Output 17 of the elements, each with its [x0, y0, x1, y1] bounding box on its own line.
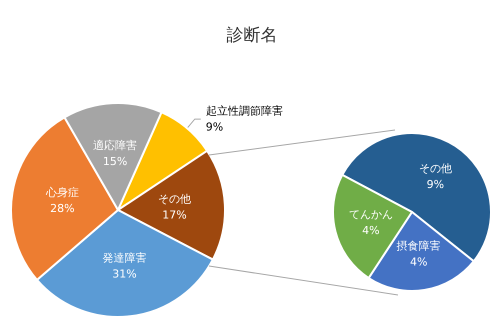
data-label: 9% [206, 120, 224, 134]
chart-title: 診断名 [226, 26, 278, 46]
data-label: 15% [102, 155, 128, 168]
data-label: 4% [362, 224, 380, 238]
slice-label: 起立性調節障害 [206, 104, 283, 118]
slice-label: 適応障害 [93, 139, 138, 152]
data-label: 31% [112, 268, 137, 281]
data-label: 4% [410, 255, 428, 268]
data-label: 17% [162, 208, 187, 222]
slice-label: 心身症 [44, 186, 79, 200]
slice-label: てんかん [348, 208, 393, 222]
data-label: 9% [426, 178, 444, 191]
slice-label: 発達障害 [102, 252, 146, 265]
slice-label: 摂食障害 [396, 239, 441, 252]
slice-label: その他 [418, 162, 452, 175]
data-label: 28% [50, 202, 75, 216]
slice-label: その他 [158, 192, 191, 206]
